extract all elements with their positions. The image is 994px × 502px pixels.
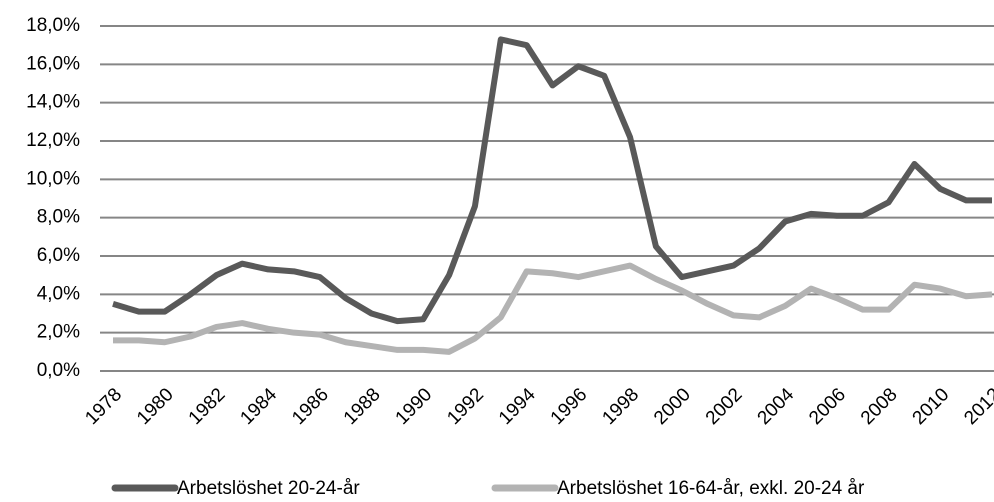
x-tick-label: 1980: [133, 384, 178, 429]
y-tick-label: 14,0%: [26, 92, 80, 113]
series-line: [113, 262, 993, 355]
y-tick-label: 4,0%: [37, 283, 80, 304]
x-tick-label: 2008: [857, 384, 902, 429]
x-tick-label: 1990: [392, 384, 437, 429]
y-tick-label: 18,0%: [26, 15, 80, 36]
x-tick-label: 1978: [81, 384, 126, 429]
x-tick-label: 1996: [547, 384, 592, 429]
y-tick-label: 12,0%: [26, 130, 80, 151]
x-tick-label: 1994: [495, 384, 540, 429]
x-tick-label: 1986: [288, 384, 333, 429]
y-tick-label: 8,0%: [37, 207, 80, 228]
x-tick-label: 1984: [236, 384, 281, 429]
x-tick-label: 2012: [960, 384, 994, 429]
series-line: [112, 36, 992, 325]
y-tick-label: 10,0%: [26, 168, 80, 189]
x-tick-label: 1992: [443, 384, 488, 429]
x-tick-label: 1998: [598, 384, 643, 429]
x-tick-label: 2002: [702, 384, 747, 429]
x-tick-label: 2006: [805, 384, 850, 429]
x-tick-label: 2010: [909, 384, 954, 429]
x-tick-label: 1982: [185, 384, 230, 429]
y-tick-label: 6,0%: [37, 245, 80, 266]
legend-label: Arbetslöshet 16-64-år, exkl. 20-24 år: [557, 478, 865, 499]
x-tick-label: 2004: [754, 384, 799, 429]
legend-label: Arbetslöshet 20-24-år: [177, 478, 360, 499]
y-tick-label: 16,0%: [26, 53, 80, 74]
y-tick-label: 2,0%: [37, 322, 80, 343]
y-tick-label: 0,0%: [37, 360, 80, 381]
x-tick-label: 1988: [340, 384, 385, 429]
x-tick-label: 2000: [650, 384, 695, 429]
